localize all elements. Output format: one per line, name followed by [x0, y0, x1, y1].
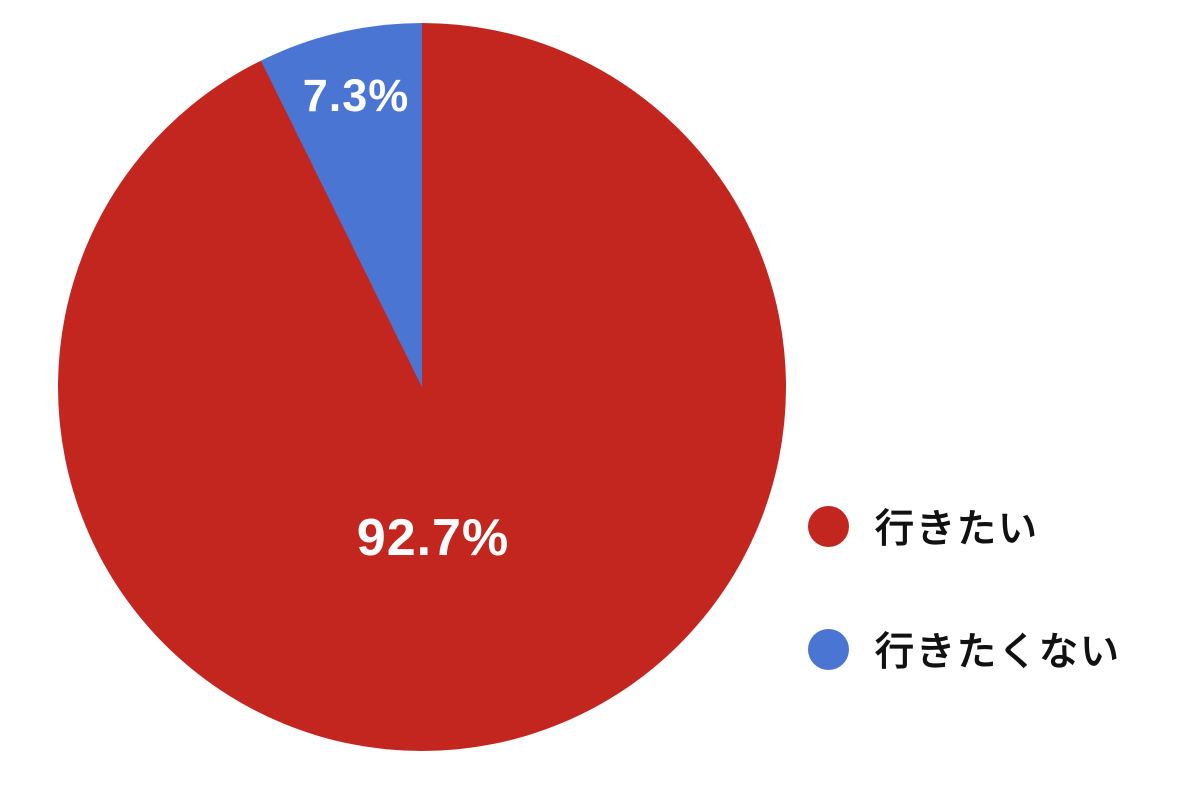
legend-label-ikitai: 行きたい — [875, 508, 1040, 551]
legend: 行きたい 行きたくない — [808, 498, 1121, 677]
legend-dot-blue-icon — [808, 628, 849, 670]
slice-label-ikitai: 92.7% — [356, 509, 510, 567]
legend-item-ikitakunai: 行きたくない — [808, 621, 1121, 677]
slice-label-ikitakunai: 7.3% — [302, 70, 410, 121]
legend-dot-red-icon — [808, 505, 849, 547]
legend-item-ikitai: 行きたい — [808, 498, 1121, 554]
legend-label-ikitakunai: 行きたくない — [875, 631, 1122, 674]
pie — [58, 23, 786, 751]
